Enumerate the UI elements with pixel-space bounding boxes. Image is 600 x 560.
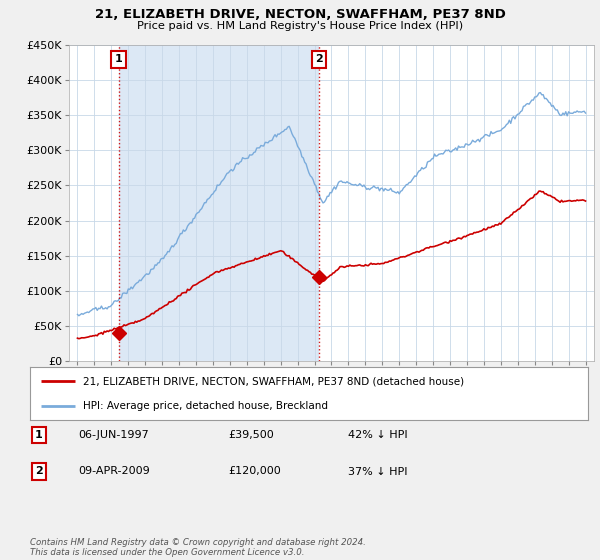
Text: Price paid vs. HM Land Registry's House Price Index (HPI): Price paid vs. HM Land Registry's House … [137,21,463,31]
Text: HPI: Average price, detached house, Breckland: HPI: Average price, detached house, Brec… [83,400,328,410]
Text: 21, ELIZABETH DRIVE, NECTON, SWAFFHAM, PE37 8ND: 21, ELIZABETH DRIVE, NECTON, SWAFFHAM, P… [95,8,505,21]
Text: 1: 1 [115,54,122,64]
Text: 37% ↓ HPI: 37% ↓ HPI [348,466,407,477]
Text: 09-APR-2009: 09-APR-2009 [78,466,150,477]
Text: £39,500: £39,500 [228,430,274,440]
Text: £120,000: £120,000 [228,466,281,477]
Text: 2: 2 [35,466,43,477]
Text: 06-JUN-1997: 06-JUN-1997 [78,430,149,440]
Text: 2: 2 [315,54,323,64]
Text: Contains HM Land Registry data © Crown copyright and database right 2024.
This d: Contains HM Land Registry data © Crown c… [30,538,366,557]
Text: 21, ELIZABETH DRIVE, NECTON, SWAFFHAM, PE37 8ND (detached house): 21, ELIZABETH DRIVE, NECTON, SWAFFHAM, P… [83,376,464,386]
Text: 1: 1 [35,430,43,440]
Text: 42% ↓ HPI: 42% ↓ HPI [348,430,407,440]
Bar [119,45,319,361]
